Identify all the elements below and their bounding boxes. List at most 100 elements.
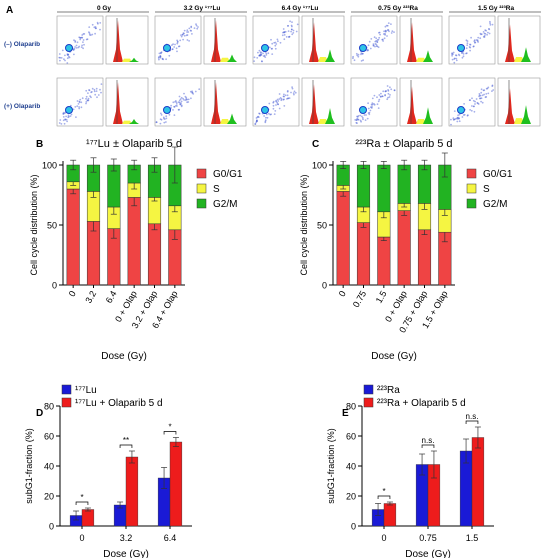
- scatter-point: [375, 40, 378, 42]
- scatter-point: [291, 25, 293, 28]
- scatter-point: [379, 95, 382, 98]
- scatter-point: [195, 24, 198, 27]
- scatter-point: [277, 100, 280, 102]
- scatter-point: [173, 106, 176, 108]
- scatter-point: [386, 29, 389, 32]
- scatter-point: [79, 98, 82, 101]
- scatter-point: [66, 53, 69, 55]
- scatter-point: [184, 99, 187, 102]
- row-label: (+) Olaparib: [4, 103, 40, 110]
- scatter-point: [369, 106, 372, 109]
- scatter-point: [450, 123, 452, 126]
- panel-a-letter: A: [6, 5, 13, 16]
- scatter-point: [183, 32, 185, 35]
- scatter-point: [59, 59, 61, 62]
- scatter-point: [176, 50, 178, 53]
- scatter-point: [79, 38, 82, 41]
- scatter-point: [461, 51, 463, 54]
- scatter-point: [480, 97, 483, 100]
- dna-histogram: [399, 15, 443, 65]
- scatter-point: [487, 92, 490, 95]
- scatter-point: [387, 96, 389, 99]
- scatter-point: [385, 90, 388, 92]
- g2-peak: [227, 54, 237, 62]
- scatter-point: [387, 92, 390, 95]
- y-tick-label: 20: [44, 492, 54, 502]
- gated-population: [359, 44, 367, 52]
- scatter-point: [384, 30, 387, 33]
- scatter-point: [292, 92, 295, 94]
- scatter-point: [461, 56, 464, 59]
- scatter-point: [466, 42, 469, 45]
- scatter-point: [262, 55, 265, 57]
- scatter-point: [289, 20, 291, 23]
- scatter-point: [188, 27, 191, 30]
- scatter-point: [180, 96, 183, 99]
- scatter-point: [159, 56, 162, 59]
- scatter-point: [452, 118, 455, 121]
- histogram-frame: [105, 77, 149, 127]
- scatter-point: [158, 52, 161, 55]
- scatter-point: [174, 100, 177, 102]
- scatter-point: [68, 115, 70, 118]
- scatter-point: [178, 108, 181, 111]
- histogram-frame: [497, 77, 541, 127]
- scatter-point: [477, 41, 479, 43]
- scatter-point: [179, 103, 182, 106]
- scatter-point: [375, 37, 378, 40]
- scatter-point: [86, 38, 89, 41]
- scatter-point: [376, 103, 379, 106]
- panel-letter: C: [312, 139, 319, 150]
- scatter-point: [176, 40, 179, 43]
- scatter-frame: [154, 77, 202, 127]
- bar-isotope-olaparib: [471, 437, 485, 527]
- scatter-point: [485, 29, 487, 32]
- scatter-point: [370, 103, 373, 106]
- significance-bracket: [421, 444, 435, 448]
- scatter-point: [63, 122, 66, 125]
- scatter-point: [190, 26, 193, 29]
- scatter-point: [290, 28, 293, 31]
- scatter-frame: [448, 15, 496, 65]
- scatter-point: [286, 98, 288, 100]
- g1-peak: [407, 22, 417, 63]
- y-tick-label: 0: [351, 522, 356, 532]
- bar-segment-g0g1: [336, 191, 350, 286]
- scatter-point: [480, 33, 482, 36]
- scatter-frame: [252, 77, 300, 127]
- dna-histogram: [105, 77, 149, 127]
- significance-label: *: [382, 487, 385, 496]
- g1-peak: [505, 24, 515, 62]
- scatter-point: [89, 95, 91, 97]
- column-header: 6.4 Gy ¹⁷⁷Lu: [282, 5, 319, 12]
- g2-peak: [129, 118, 139, 124]
- scatter-point: [173, 46, 176, 48]
- scatter-point: [175, 104, 177, 107]
- scatter-point: [368, 113, 371, 116]
- scatter-point: [65, 115, 67, 118]
- y-tick-label: 60: [44, 432, 54, 442]
- x-tick-label: 0: [381, 533, 386, 543]
- x-tick-label: 6.4: [164, 533, 177, 543]
- scatter-point: [93, 26, 96, 29]
- scatter-point: [273, 41, 276, 44]
- scatter-point: [162, 116, 165, 119]
- scatter-point: [290, 24, 293, 27]
- scatter-point: [100, 91, 102, 94]
- scatter-point: [472, 45, 475, 48]
- scatter-point: [176, 42, 179, 45]
- scatter-point: [78, 36, 81, 39]
- scatter-point: [178, 95, 181, 98]
- scatter-point: [259, 54, 261, 57]
- scatter-point: [176, 41, 179, 44]
- scatter-point: [79, 37, 81, 39]
- scatter-point: [88, 31, 90, 34]
- scatter-point: [258, 54, 260, 57]
- scatter-point: [64, 54, 66, 57]
- scatter-point: [78, 100, 81, 103]
- legend-label: ²²³Ra + Olaparib 5 d: [377, 398, 466, 409]
- scatter-point: [481, 101, 484, 104]
- panel-d-chart: D 0 20 40 60 80 subG1-fraction (%) * 0 ** 3.2 * 6.4 D…: [24, 384, 192, 558]
- scatter-point: [88, 89, 91, 92]
- scatter-point: [356, 115, 358, 118]
